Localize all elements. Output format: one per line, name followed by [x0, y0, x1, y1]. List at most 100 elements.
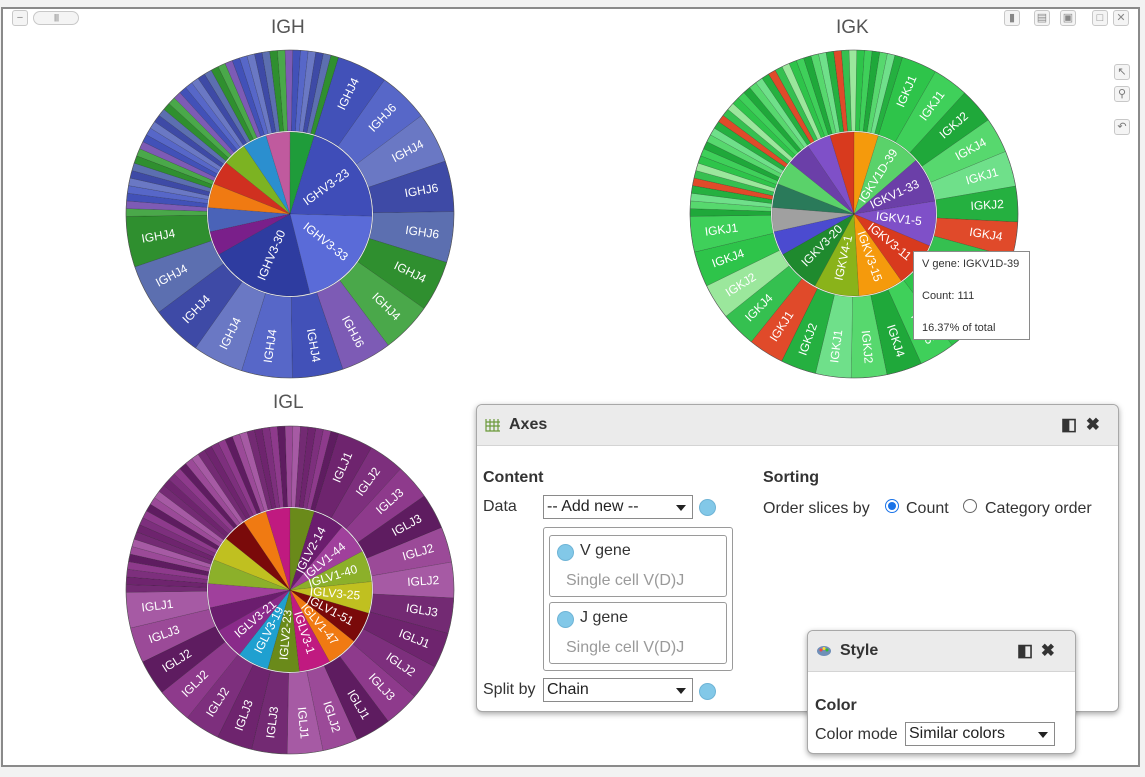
igk-title: IGK — [836, 17, 869, 38]
inner-slice[interactable] — [289, 507, 315, 591]
collapse-icon[interactable]: − — [12, 10, 28, 26]
drag-handle-icon[interactable]: |||| — [33, 11, 79, 25]
inner-slice[interactable] — [771, 183, 855, 215]
outer-slice-label: IGLJ1 — [295, 706, 312, 739]
outer-slice-label: IGLJ1 — [141, 597, 175, 615]
inner-slice[interactable] — [209, 589, 291, 631]
inner-slice[interactable] — [289, 550, 372, 591]
tooltip-v-gene: V gene: IGKV1D-39 — [922, 258, 1020, 270]
inner-slice-label: IGKV1-5 — [875, 209, 923, 228]
inner-slice[interactable] — [267, 589, 300, 673]
color-dot-icon[interactable] — [557, 544, 574, 561]
inner-slice[interactable] — [829, 131, 855, 215]
data-slot-list: V gene Single cell V(D)J J gene Single c… — [543, 527, 733, 671]
order-slices-label: Order slices by — [763, 500, 870, 517]
inner-slice[interactable] — [243, 135, 291, 215]
dock-panel-icon[interactable]: ◧ — [1016, 641, 1033, 660]
slot-name: J gene — [580, 609, 629, 626]
outer-slice-label: IGHJ4 — [304, 327, 324, 363]
select-tool-icon[interactable]: ↖ — [1114, 64, 1130, 80]
inner-slice[interactable] — [289, 526, 363, 591]
order-category-radio[interactable] — [963, 499, 977, 513]
outer-slice-label: IGHJ6 — [403, 181, 439, 201]
dock-panel-icon[interactable]: ◧ — [1060, 415, 1077, 434]
split-info-icon[interactable] — [699, 683, 716, 700]
outer-slice-label: IGKJ2 — [859, 330, 876, 365]
pie-outline — [125, 49, 455, 379]
inner-slice[interactable] — [777, 162, 855, 215]
inner-slice[interactable] — [207, 183, 291, 215]
inner-slice[interactable] — [265, 131, 291, 215]
pie-outline — [689, 49, 1019, 379]
inner-slice-label: IGLV3-25 — [309, 584, 361, 603]
data-info-icon[interactable] — [699, 499, 716, 516]
color-dot-icon[interactable] — [557, 611, 574, 628]
sorting-heading: Sorting — [763, 469, 819, 486]
igl-sunburst-chart[interactable]: IGLV2-14IGLV1-44IGLV1-40IGLV3-25IGLV1-51… — [125, 425, 455, 755]
inner-slice[interactable] — [771, 207, 855, 233]
color-mode-select[interactable]: Similar colors — [905, 722, 1055, 746]
zoom-icon[interactable]: ⚲ — [1114, 86, 1130, 102]
outer-slice-label: IGHJ4 — [261, 328, 280, 364]
order-count-radio[interactable] — [885, 499, 899, 513]
inner-slice[interactable] — [207, 583, 291, 609]
export-icon[interactable]: ▤ — [1034, 10, 1050, 26]
color-heading: Color — [815, 697, 857, 714]
outer-slice-label: IGLJ2 — [407, 573, 440, 589]
inner-slice[interactable] — [289, 581, 373, 614]
inner-slice[interactable] — [789, 145, 855, 215]
inner-slice[interactable] — [209, 213, 291, 255]
outer-slice-label: IGKJ4 — [968, 225, 1003, 244]
list-item[interactable]: J gene Single cell V(D)J — [549, 602, 727, 664]
inner-slice[interactable] — [225, 521, 291, 591]
style-panel-header[interactable]: Style ◧ ✖ — [808, 631, 1075, 672]
list-item[interactable]: V gene Single cell V(D)J — [549, 535, 727, 597]
outer-slice-label: IGLJ3 — [263, 705, 281, 739]
split-by-label: Split by — [483, 681, 536, 698]
color-mode-label: Color mode — [815, 726, 898, 743]
inner-slice[interactable] — [807, 135, 855, 215]
outer-slice-label: IGKJ1 — [827, 329, 845, 364]
order-category-label[interactable]: Category order — [985, 500, 1092, 517]
inner-slice[interactable] — [207, 207, 291, 233]
data-add-select[interactable]: -- Add new -- — [543, 495, 693, 519]
inner-slice[interactable] — [289, 213, 373, 294]
close-icon[interactable]: ✕ — [1113, 10, 1129, 26]
dropdown-arrow-icon — [676, 688, 686, 694]
copy-icon[interactable]: ▮ — [1004, 10, 1020, 26]
inner-slice[interactable] — [213, 162, 291, 215]
inner-slice[interactable] — [218, 213, 311, 297]
axes-panel-header[interactable]: Axes ◧ ✖ — [477, 405, 1118, 446]
inner-slice[interactable] — [225, 145, 291, 215]
order-count-label[interactable]: Count — [906, 500, 949, 517]
inner-slice[interactable] — [289, 131, 315, 215]
igh-sunburst-chart[interactable]: IGHV3-23IGHV3-33IGHV3-30IGHJ4IGHJ6IGHJ4I… — [125, 49, 455, 379]
maximize-icon[interactable]: □ — [1092, 10, 1108, 26]
undo-icon[interactable]: ↶ — [1114, 119, 1130, 135]
chart-tooltip: V gene: IGKV1D-39 Count: 111 16.37% of t… — [913, 251, 1030, 340]
data-label: Data — [483, 498, 517, 515]
close-panel-icon[interactable]: ✖ — [1085, 415, 1100, 434]
outer-slice-label: IGKJ2 — [970, 197, 1004, 213]
inner-slice[interactable] — [289, 135, 373, 217]
tooltip-percent: 16.37% of total — [922, 322, 996, 334]
inner-slice[interactable] — [773, 213, 855, 255]
inner-slice[interactable] — [289, 589, 330, 672]
inner-slice-label: IGLV2-23 — [277, 609, 295, 661]
duplicate-icon[interactable]: ▣ — [1060, 10, 1076, 26]
inner-slice[interactable] — [207, 559, 291, 591]
inner-slice[interactable] — [213, 538, 291, 591]
dropdown-arrow-icon — [1038, 732, 1048, 738]
outer-slice-label: IGHJ4 — [140, 226, 176, 246]
inner-slice[interactable] — [289, 589, 369, 642]
inner-slice[interactable] — [265, 507, 291, 591]
style-panel: Style ◧ ✖ Color Color mode Similar color… — [807, 630, 1076, 754]
close-panel-icon[interactable]: ✖ — [1040, 641, 1055, 660]
style-panel-title: Style — [840, 642, 879, 659]
inner-slice[interactable] — [853, 131, 879, 215]
axes-grid-icon — [485, 419, 500, 432]
content-heading: Content — [483, 469, 544, 486]
slot-source: Single cell V(D)J — [566, 572, 685, 589]
split-by-select[interactable]: Chain — [543, 678, 693, 702]
inner-slice[interactable] — [243, 511, 291, 591]
